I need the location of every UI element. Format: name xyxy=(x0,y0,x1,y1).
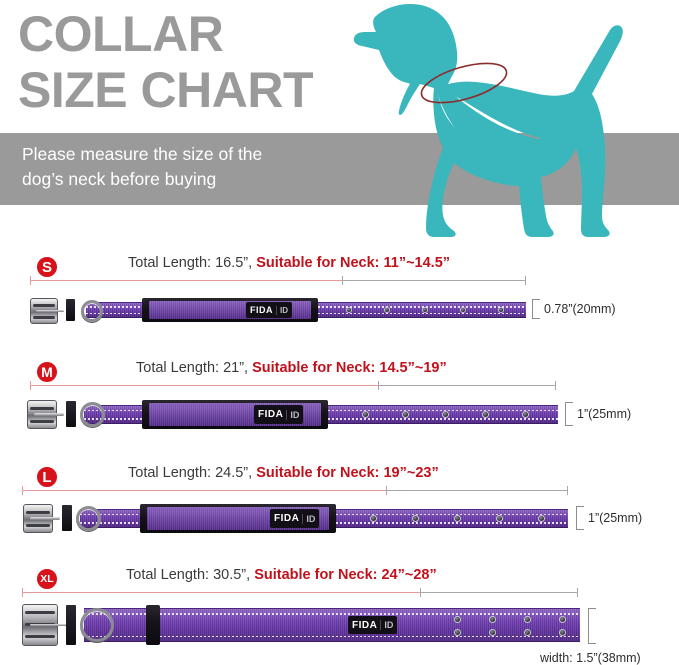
collar-buckle-s[interactable] xyxy=(30,298,65,324)
measure-rule-m xyxy=(30,381,556,390)
width-bracket-m xyxy=(565,402,573,426)
brand-name-xl: FIDA xyxy=(352,619,378,631)
collar-hole xyxy=(402,411,409,418)
collar-hole xyxy=(384,307,390,313)
size-badge-m: M xyxy=(36,361,58,383)
size-row-s: S Total Length: 16.5”, Suitable for Neck… xyxy=(0,240,679,346)
width-label-xl: width: 1.5”(38mm) xyxy=(540,651,641,665)
neck-range-l: Suitable for Neck: 19”~23” xyxy=(256,465,439,481)
title-line-1: COLLAR xyxy=(18,6,224,62)
collar-hole xyxy=(498,307,504,313)
collar-hole xyxy=(454,515,461,522)
size-row-xl: XL Total Length: 30.5”, Suitable for Nec… xyxy=(0,552,679,665)
size-label-m: Total Length: 21”, Suitable for Neck: 14… xyxy=(136,360,447,376)
collar-d-ring-xl[interactable] xyxy=(80,608,114,642)
collar-d-ring-m[interactable] xyxy=(80,402,105,427)
collar-hole xyxy=(422,307,428,313)
brand-mark-l: ID xyxy=(302,513,315,524)
collar-d-ring-s[interactable] xyxy=(81,300,103,322)
total-length-l: Total Length: 24.5”, xyxy=(128,465,253,481)
collar-hole xyxy=(454,616,461,623)
neck-range-m: Suitable for Neck: 14.5”~19” xyxy=(252,360,447,376)
subtitle-line-2: dog’s neck before buying xyxy=(22,169,217,189)
neck-range-xl: Suitable for Neck: 24”~28” xyxy=(254,567,437,583)
collar-keeper-s xyxy=(66,299,75,321)
collar-hole xyxy=(524,629,531,636)
size-row-m: M Total Length: 21”, Suitable for Neck: … xyxy=(0,346,679,452)
collar-hole xyxy=(370,515,377,522)
dog-illustration xyxy=(352,0,679,240)
collar-keeper-xl xyxy=(66,605,76,645)
collar-pad-xl xyxy=(146,605,160,645)
stitch-bottom-xl xyxy=(84,635,580,637)
title-line-2: SIZE CHART xyxy=(18,62,314,118)
collar-strap-xl xyxy=(84,608,580,642)
collar-d-ring-l[interactable] xyxy=(76,506,101,531)
collar-hole xyxy=(524,616,531,623)
width-bracket-xl xyxy=(588,608,596,644)
width-bracket-s xyxy=(532,299,540,319)
brand-name-m: FIDA xyxy=(258,409,284,420)
collar-xl: FIDA ID xyxy=(18,600,580,658)
collar-buckle-m[interactable] xyxy=(27,400,64,429)
collar-s: FIDA ID xyxy=(24,290,526,330)
collar-hole xyxy=(362,411,369,418)
collar-hole xyxy=(522,411,529,418)
subtitle-line-1: Please measure the size of the xyxy=(22,144,263,164)
total-length-xl: Total Length: 30.5”, xyxy=(126,567,251,583)
collar-hole xyxy=(559,616,566,623)
brand-patch-l: FIDA ID xyxy=(270,509,320,528)
subtitle-text: Please measure the size of the dog’s nec… xyxy=(22,142,352,192)
collar-hole xyxy=(538,515,545,522)
collar-hole xyxy=(442,411,449,418)
neck-measure-loop xyxy=(420,62,508,104)
brand-name-l: FIDA xyxy=(274,513,300,524)
measure-rule-xl xyxy=(22,588,578,597)
collar-buckle-l[interactable] xyxy=(23,504,60,533)
page-title: COLLAR SIZE CHART xyxy=(18,6,314,118)
width-label-m: 1”(25mm) xyxy=(577,407,632,421)
brand-mark-s: ID xyxy=(276,305,288,315)
collar-keeper-m xyxy=(66,401,76,427)
collar-m: FIDA ID xyxy=(22,394,558,438)
neck-range-s: Suitable for Neck: 11”~14.5” xyxy=(256,255,451,271)
collar-l: FIDA ID xyxy=(18,498,568,542)
total-length-m: Total Length: 21”, xyxy=(136,360,249,376)
collar-hole xyxy=(559,629,566,636)
measure-rule-s xyxy=(30,276,526,285)
collar-hole xyxy=(496,515,503,522)
collar-hole xyxy=(482,411,489,418)
size-row-l: L Total Length: 24.5”, Suitable for Neck… xyxy=(0,452,679,552)
collar-hole xyxy=(489,629,496,636)
brand-name-s: FIDA xyxy=(250,305,273,315)
collar-hole xyxy=(454,629,461,636)
header-zone: COLLAR SIZE CHART Please measure the siz… xyxy=(0,0,679,240)
collar-hole xyxy=(346,307,352,313)
size-badge-l: L xyxy=(36,466,58,488)
total-length-s: Total Length: 16.5”, xyxy=(128,255,253,271)
brand-patch-s: FIDA ID xyxy=(246,302,292,318)
measure-rule-l xyxy=(22,486,568,495)
size-label-l: Total Length: 24.5”, Suitable for Neck: … xyxy=(128,465,439,481)
brand-patch-xl: FIDA ID xyxy=(348,616,398,634)
width-bracket-l xyxy=(576,506,584,530)
size-label-s: Total Length: 16.5”, Suitable for Neck: … xyxy=(128,255,450,271)
width-label-l: 1”(25mm) xyxy=(588,511,643,525)
size-label-xl: Total Length: 30.5”, Suitable for Neck: … xyxy=(126,567,437,583)
brand-mark-m: ID xyxy=(286,409,299,420)
width-label-s: 0.78”(20mm) xyxy=(544,302,616,316)
collar-hole xyxy=(489,616,496,623)
size-badge-xl: XL xyxy=(36,568,58,590)
dog-silhouette-svg xyxy=(353,4,623,237)
collar-hole xyxy=(460,307,466,313)
brand-patch-m: FIDA ID xyxy=(254,405,304,424)
brand-mark-xl: ID xyxy=(380,620,393,630)
size-badge-s: S xyxy=(36,256,58,278)
size-rows: S Total Length: 16.5”, Suitable for Neck… xyxy=(0,240,679,665)
collar-keeper-l xyxy=(62,505,72,531)
collar-hole xyxy=(412,515,419,522)
stitch-top-xl xyxy=(84,613,580,615)
collar-buckle-xl[interactable] xyxy=(22,604,67,646)
